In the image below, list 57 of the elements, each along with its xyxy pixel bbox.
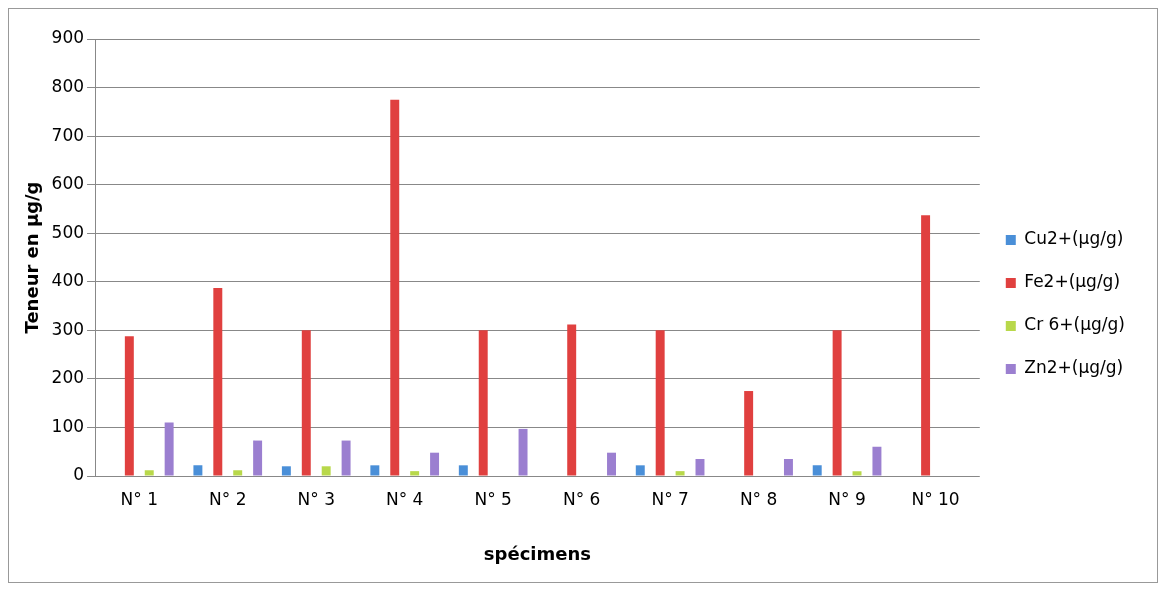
bar	[144, 470, 154, 476]
bar	[675, 471, 685, 476]
x-tick-label: N° 10	[911, 488, 960, 509]
x-tick-label: N° 3	[297, 488, 335, 509]
bar	[478, 330, 488, 476]
bar	[607, 452, 616, 476]
bar	[390, 99, 400, 476]
x-tick-label: N° 8	[739, 488, 778, 509]
y-tick-label: 100	[51, 415, 85, 436]
bar	[832, 330, 842, 476]
bar	[213, 288, 223, 476]
y-tick-label: 0	[73, 464, 85, 485]
y-tick-label: 700	[51, 124, 85, 145]
bar	[233, 470, 243, 476]
bar	[281, 466, 291, 476]
bar	[193, 465, 203, 476]
x-tick-label: N° 9	[828, 488, 866, 509]
bar	[812, 465, 822, 476]
y-tick-label: 900	[51, 27, 85, 48]
bar	[370, 465, 380, 476]
legend-label: Cu2+(µg/g)	[1024, 228, 1124, 249]
bar	[852, 471, 862, 476]
bar	[321, 466, 331, 476]
x-tick-label: N° 4	[385, 488, 424, 509]
x-tick-label: N° 1	[120, 488, 158, 509]
bar	[164, 422, 174, 476]
bar	[567, 324, 577, 476]
y-tick-label: 400	[51, 270, 85, 291]
bar	[921, 215, 931, 476]
bar	[872, 446, 882, 476]
x-tick-label: N° 6	[562, 488, 601, 509]
x-tick-label: N° 7	[651, 488, 689, 509]
bar	[518, 428, 528, 476]
bar	[341, 440, 351, 476]
bar	[253, 440, 263, 476]
legend-label: Cr 6+(µg/g)	[1024, 314, 1126, 335]
bar	[430, 452, 440, 476]
legend-label: Fe2+(µg/g)	[1024, 271, 1121, 292]
bar	[695, 459, 705, 476]
y-tick-label: 600	[51, 173, 85, 194]
x-tick-label: N° 5	[474, 488, 512, 509]
y-tick-label: 200	[51, 367, 85, 388]
bar	[783, 459, 793, 476]
y-tick-label: 500	[51, 221, 85, 242]
bar	[301, 330, 311, 476]
bar	[410, 471, 420, 476]
bar	[124, 336, 134, 476]
bar	[655, 330, 665, 476]
y-tick-label: 300	[51, 318, 85, 339]
y-tick-label: 800	[51, 75, 85, 96]
x-tick-label: N° 2	[209, 488, 247, 509]
x-axis-title: spécimens	[483, 542, 591, 564]
bar	[458, 465, 468, 476]
legend-label: Zn2+(µg/g)	[1024, 357, 1124, 378]
y-axis-title: Teneur en µg/g	[21, 181, 43, 334]
bar	[744, 391, 754, 476]
bar	[635, 465, 645, 476]
